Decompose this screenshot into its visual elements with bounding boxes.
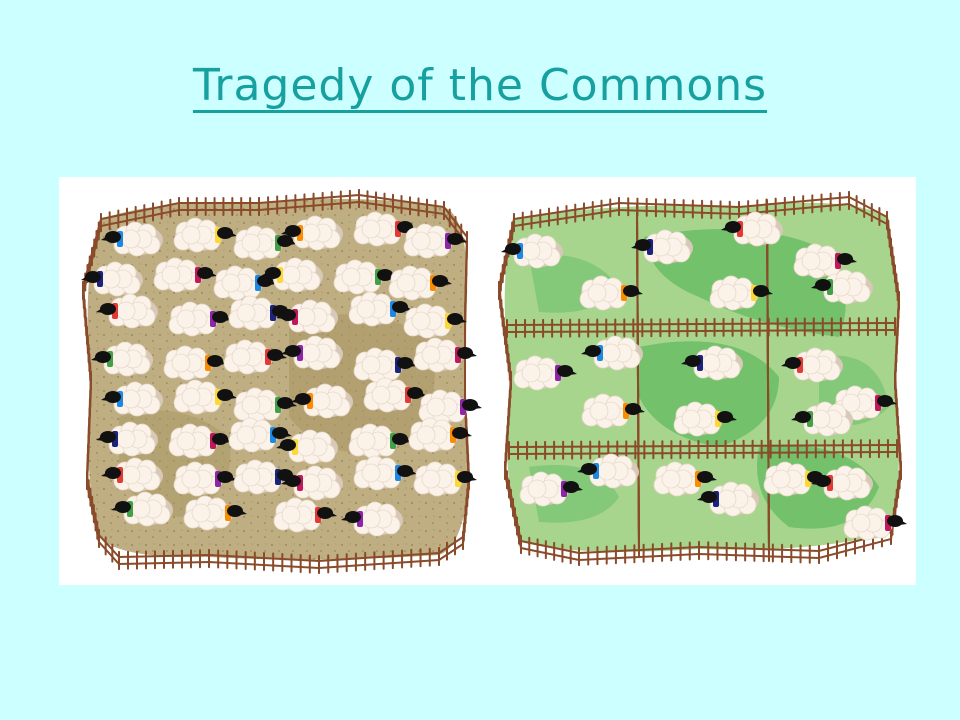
sheep-icon bbox=[101, 381, 163, 417]
sheep-icon bbox=[781, 347, 843, 383]
sheep-icon bbox=[791, 401, 853, 437]
sheep-icon bbox=[153, 257, 217, 293]
sheep-icon bbox=[681, 345, 743, 381]
sheep-icon bbox=[281, 215, 343, 251]
sheep-icon bbox=[709, 275, 773, 311]
sheep-icon bbox=[101, 457, 163, 493]
sheep-icon bbox=[577, 453, 639, 489]
sheep-icon bbox=[341, 501, 403, 537]
sheep-icon bbox=[276, 429, 338, 465]
sheep-icon bbox=[348, 291, 412, 327]
sheep-icon bbox=[81, 261, 143, 297]
sheep-icon bbox=[291, 383, 353, 419]
overgrazed-fence bbox=[81, 189, 471, 574]
sheep-icon bbox=[96, 421, 158, 457]
sheep-icon bbox=[168, 423, 232, 459]
sheep-icon bbox=[811, 269, 873, 305]
sheep-icon bbox=[111, 491, 173, 527]
sheep-icon bbox=[233, 225, 297, 261]
sheep-icon bbox=[213, 265, 277, 301]
sheep-icon bbox=[653, 461, 717, 497]
sheep-icon bbox=[843, 505, 907, 541]
slide-title: Tragedy of the Commons bbox=[0, 60, 960, 111]
pastures-drawing bbox=[81, 189, 907, 574]
sheep-icon bbox=[348, 423, 412, 459]
sheep-icon bbox=[173, 461, 237, 497]
grass-patch bbox=[639, 341, 779, 447]
sheep-icon bbox=[261, 257, 323, 293]
sheep-icon bbox=[183, 495, 247, 531]
sheep-icon bbox=[403, 303, 467, 339]
sheep-icon bbox=[579, 275, 643, 311]
sheep-icon bbox=[281, 465, 343, 501]
sheep-icon bbox=[353, 211, 417, 247]
sheep-icon bbox=[581, 335, 643, 371]
fences bbox=[81, 189, 903, 574]
sheep-icon bbox=[581, 393, 645, 429]
sheep-icon bbox=[233, 459, 297, 495]
sheep-icon bbox=[697, 481, 759, 517]
sheep-flock bbox=[81, 211, 907, 541]
sheep-icon bbox=[631, 229, 693, 265]
sheep-icon bbox=[388, 265, 452, 301]
sheep-icon bbox=[101, 221, 163, 257]
sheep-icon bbox=[793, 243, 857, 279]
sheep-icon bbox=[163, 345, 227, 381]
sheep-icon bbox=[91, 341, 153, 377]
sheep-icon bbox=[418, 389, 482, 425]
sheep-icon bbox=[673, 401, 737, 437]
commons-illustration bbox=[59, 177, 916, 585]
sheep-icon bbox=[228, 295, 292, 331]
slide-title-text: Tragedy of the Commons bbox=[192, 60, 768, 111]
sheep-icon bbox=[501, 233, 563, 269]
sheep-icon bbox=[519, 471, 583, 507]
sheep-icon bbox=[413, 461, 477, 497]
sheep-icon bbox=[721, 211, 783, 247]
sheep-icon bbox=[173, 217, 237, 253]
sheep-icon bbox=[333, 259, 397, 295]
sheep-icon bbox=[173, 379, 237, 415]
sheep-icon bbox=[276, 299, 338, 335]
sheep-icon bbox=[353, 347, 417, 383]
sheep-icon bbox=[513, 355, 577, 391]
sheep-icon bbox=[413, 337, 477, 373]
sheep-icon bbox=[363, 377, 427, 413]
sheep-icon bbox=[403, 223, 467, 259]
sheep-icon bbox=[223, 339, 287, 375]
sheep-icon bbox=[96, 293, 158, 329]
sheep-icon bbox=[273, 497, 337, 533]
sheep-icon bbox=[763, 461, 827, 497]
sheep-icon bbox=[811, 465, 873, 501]
sheep-icon bbox=[353, 455, 417, 491]
sheep-icon bbox=[281, 335, 343, 371]
sheep-icon bbox=[408, 417, 472, 453]
sheep-icon bbox=[233, 387, 297, 423]
sheep-icon bbox=[228, 417, 292, 453]
paddock-fence-row bbox=[508, 439, 898, 460]
